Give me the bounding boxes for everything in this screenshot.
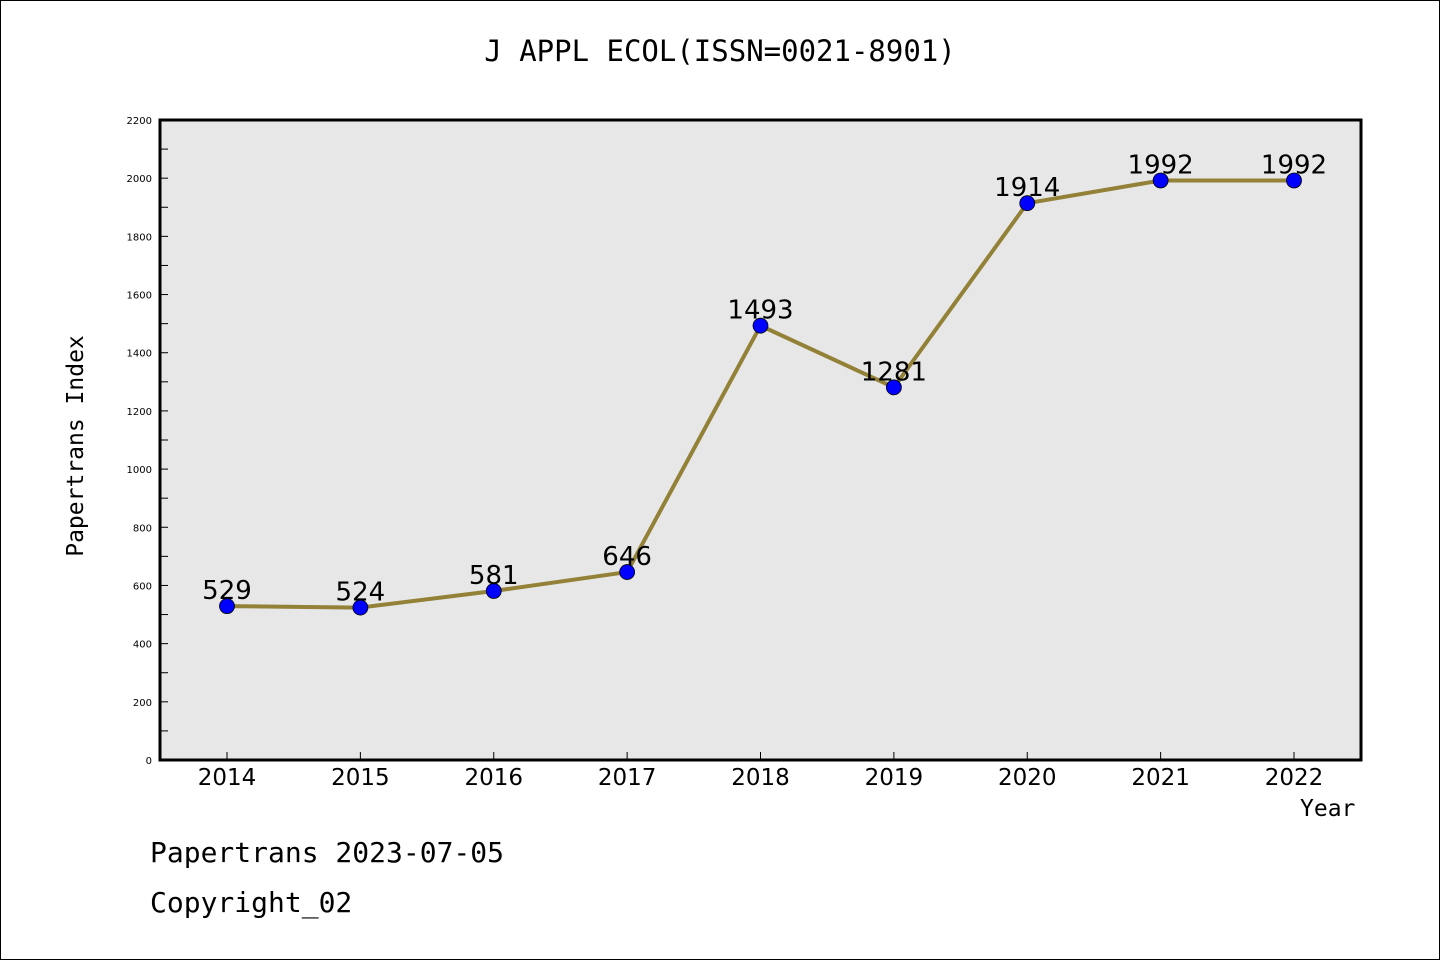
x-tick-label: 2016	[464, 765, 523, 791]
x-axis: 2014 2015 2016 2017 2018 2019 2020 2021 2022	[198, 752, 1324, 791]
x-tick-label: 2020	[998, 765, 1057, 791]
y-tick-label: 600	[133, 581, 152, 592]
data-label: 524	[336, 578, 386, 608]
data-label: 1914	[994, 173, 1060, 203]
y-axis-label: Papertrans Index	[63, 335, 89, 557]
data-point	[219, 598, 235, 615]
x-tick-label: 2018	[731, 765, 790, 791]
y-tick-label: 400	[133, 640, 152, 651]
x-tick-label: 2021	[1131, 765, 1190, 791]
data-label: 1493	[727, 296, 793, 326]
y-tick-label: 800	[133, 523, 152, 534]
y-tick-label: 2000	[127, 174, 152, 185]
data-point	[752, 317, 769, 334]
y-tick-label: 0	[146, 756, 152, 767]
data-point	[1286, 172, 1302, 189]
x-tick-label: 2015	[331, 765, 390, 791]
y-tick-label: 1800	[127, 232, 152, 243]
data-label: 529	[202, 576, 252, 606]
plot-area	[158, 118, 1363, 762]
data-point	[619, 564, 636, 580]
y-axis: 0 200 400 600 800 1000 1200 1400 1600 1800 2000 220…	[127, 116, 168, 767]
y-tick-label: 1000	[127, 465, 152, 476]
chart-title: J APPL ECOL(ISSN=0021-8901)	[484, 34, 956, 68]
data-label: 646	[602, 542, 652, 572]
data-point	[352, 599, 369, 616]
data-label: 581	[469, 561, 519, 591]
x-axis-label: Year	[1300, 796, 1356, 822]
data-point	[1019, 195, 1036, 212]
data-label: 1992	[1261, 151, 1327, 181]
data-point	[485, 583, 502, 599]
x-tick-label: 2022	[1265, 765, 1324, 791]
data-point	[885, 379, 902, 396]
data-label-group: 529 524 581 646 1493 1281 1914 1992 1992	[202, 151, 1327, 608]
data-label: 1992	[1128, 151, 1194, 181]
footer-copyright: Copyright_02	[150, 886, 353, 919]
x-tick-label: 2019	[865, 765, 924, 791]
y-tick-label: 2200	[127, 116, 152, 127]
x-tick-label: 2014	[198, 765, 257, 791]
y-tick-label: 1400	[127, 349, 152, 360]
footer-date: Papertrans 2023-07-05	[150, 836, 505, 869]
data-label: 1281	[861, 357, 927, 387]
data-point	[1152, 172, 1169, 189]
x-tick-label: 2017	[598, 765, 657, 791]
y-tick-label: 1200	[127, 407, 152, 418]
marker-group	[219, 172, 1302, 616]
y-tick-label: 1600	[127, 291, 152, 302]
y-tick-label: 200	[133, 698, 152, 709]
